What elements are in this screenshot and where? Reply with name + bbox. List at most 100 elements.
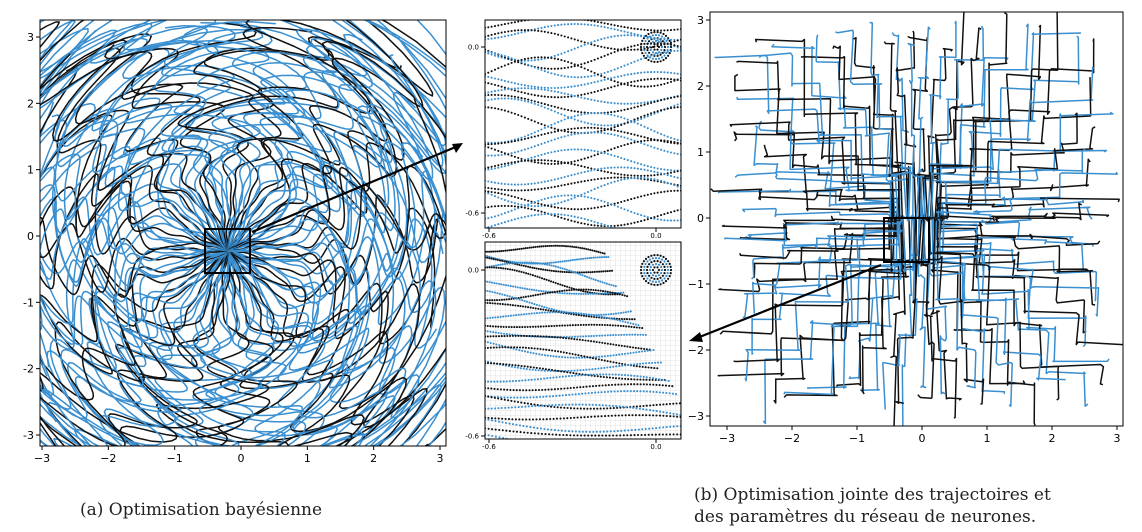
trajectory-point — [560, 244, 564, 247]
trajectory-point — [497, 196, 500, 199]
trajectory-point — [637, 232, 639, 234]
trajectory-point — [621, 364, 624, 367]
ring-point — [658, 34, 661, 37]
trajectory-point — [636, 117, 639, 120]
trajectory-point — [539, 308, 542, 311]
trajectory-point — [676, 425, 679, 428]
trajectory-point — [656, 178, 659, 182]
trajectory-point — [490, 98, 493, 101]
trajectory-point — [571, 430, 574, 433]
trajectory-point — [487, 141, 490, 144]
trajectory-point — [535, 267, 538, 270]
trajectory-point — [503, 79, 506, 82]
trajectory-point — [606, 70, 609, 73]
trajectory-point — [547, 140, 550, 143]
trajectory-point — [490, 281, 494, 284]
trajectory-point — [535, 443, 537, 445]
trajectory-point — [660, 29, 663, 32]
trajectory-point — [489, 302, 492, 305]
trajectory-point — [610, 166, 613, 169]
trajectory-point — [560, 86, 563, 89]
trajectory-point — [530, 182, 533, 185]
trajectory-point — [540, 198, 543, 201]
trajectory-point — [603, 46, 606, 49]
trajectory-point — [538, 418, 541, 421]
trajectory-point — [669, 441, 671, 443]
trajectory-point — [630, 363, 633, 366]
trajectory-point — [590, 207, 593, 210]
trajectory-point — [556, 350, 560, 353]
trajectory-point — [487, 146, 490, 149]
trajectory-point — [669, 211, 673, 214]
trajectory-point — [553, 405, 556, 409]
trajectory-point — [623, 82, 626, 85]
trajectory-point — [504, 249, 507, 252]
trajectory-point — [606, 360, 609, 363]
trajectory-point — [663, 139, 666, 142]
trajectory-point — [557, 266, 560, 269]
ring-point — [648, 56, 652, 59]
trajectory-point — [519, 431, 522, 434]
trajectory-point — [500, 204, 503, 207]
trajectory-point — [654, 433, 657, 436]
trajectory-point — [543, 86, 546, 89]
trajectory-point — [581, 274, 584, 277]
trajectory-point — [650, 169, 653, 173]
trajectory-point — [509, 396, 512, 399]
trajectory-point — [493, 164, 497, 168]
trajectory-point — [576, 338, 579, 341]
trajectory-point — [577, 272, 580, 275]
trajectory-point — [620, 29, 623, 32]
trajectory-point — [598, 315, 601, 318]
y-tick-label: 0.0 — [468, 267, 479, 275]
trajectory-point — [687, 439, 689, 441]
trajectory-point — [578, 271, 581, 274]
trajectory-point — [513, 140, 516, 143]
trajectory-point — [547, 86, 550, 89]
ring-point — [642, 54, 646, 57]
trajectory-point — [619, 434, 622, 437]
trajectory-point — [626, 390, 629, 393]
trajectory-point — [552, 355, 555, 358]
trajectory-point — [558, 290, 561, 293]
trajectory-point — [614, 446, 616, 448]
trajectory-point — [651, 378, 654, 381]
trajectory-point — [573, 38, 576, 41]
trajectory-point — [497, 417, 500, 420]
trajectory-point — [600, 21, 603, 24]
trajectory-point — [593, 270, 596, 273]
trajectory — [883, 41, 918, 220]
trajectory-point — [522, 367, 525, 370]
trajectory-point — [537, 267, 540, 270]
trajectory-point — [580, 180, 583, 183]
trajectory-point — [512, 314, 515, 317]
trajectory-point — [523, 183, 526, 186]
trajectory-point — [571, 374, 574, 377]
trajectory-point — [511, 296, 514, 299]
trajectory-point — [613, 85, 616, 88]
ring-point — [669, 265, 672, 268]
trajectory-point — [564, 429, 567, 433]
trajectory-point — [593, 220, 596, 223]
trajectory-point — [617, 344, 621, 347]
trajectory — [918, 20, 957, 220]
trajectory-point — [586, 415, 589, 419]
trajectory-point — [615, 343, 618, 347]
ring-point — [662, 32, 665, 36]
trajectory-point — [603, 366, 606, 369]
trajectory-point — [613, 147, 616, 150]
trajectory-point — [559, 417, 562, 420]
trajectory-point — [545, 278, 548, 281]
trajectory-point — [587, 315, 591, 318]
trajectory-point — [513, 396, 516, 399]
trajectory-point — [603, 205, 606, 208]
trajectory-point — [500, 165, 503, 168]
trajectory-point — [673, 189, 676, 192]
trajectory-point — [645, 376, 648, 379]
trajectory-point — [604, 384, 607, 387]
trajectory-point — [517, 334, 520, 337]
trajectory-point — [601, 404, 604, 407]
trajectory-point — [516, 297, 519, 300]
ring-point — [666, 268, 670, 272]
trajectory-point — [563, 289, 566, 292]
